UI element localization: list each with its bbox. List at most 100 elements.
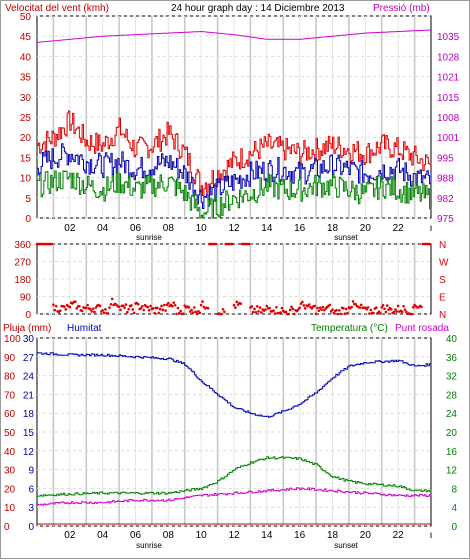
y2-tick-label: 988 bbox=[437, 174, 454, 185]
direction-point bbox=[239, 302, 243, 305]
humidity-tick-label: 21 bbox=[23, 390, 35, 401]
direction-point bbox=[428, 242, 431, 246]
sunrise-label: sunrise bbox=[136, 233, 162, 242]
direction-point bbox=[287, 312, 291, 316]
y2-tick-label: 1001 bbox=[437, 133, 460, 144]
direction-point bbox=[179, 309, 182, 313]
direction-point bbox=[394, 308, 397, 311]
x-tick-label: 04 bbox=[97, 530, 109, 541]
direction-point bbox=[220, 312, 223, 316]
direction-point bbox=[80, 309, 84, 313]
direction-point bbox=[110, 297, 114, 301]
direction-point bbox=[411, 306, 415, 309]
direction-point bbox=[384, 310, 388, 314]
x-tick-label: 08 bbox=[163, 223, 175, 234]
direction-point bbox=[368, 312, 371, 315]
direction-point bbox=[171, 304, 174, 308]
series-pressure bbox=[36, 29, 432, 43]
direction-point bbox=[403, 308, 407, 311]
direction-point bbox=[320, 308, 323, 312]
rain-label: Pluja (mm) bbox=[3, 323, 51, 334]
y-tick-label: 180 bbox=[14, 275, 31, 286]
y-tick-label: 25 bbox=[20, 113, 32, 124]
direction-point bbox=[54, 304, 58, 308]
direction-point bbox=[342, 306, 345, 310]
direction-point bbox=[142, 308, 146, 312]
direction-point bbox=[175, 312, 178, 316]
direction-point bbox=[167, 301, 170, 305]
direction-point bbox=[318, 306, 322, 310]
direction-point bbox=[232, 303, 236, 307]
y-tick-label: 20 bbox=[20, 133, 32, 144]
direction-point bbox=[86, 303, 89, 307]
y2-tick-label: 995 bbox=[437, 153, 454, 164]
direction-point bbox=[332, 311, 336, 315]
rain-tick-label: 30 bbox=[4, 466, 16, 477]
direction-label: W bbox=[439, 258, 449, 269]
temperature-tick-label: 28 bbox=[446, 390, 458, 401]
direction-point bbox=[146, 305, 150, 309]
direction-point bbox=[298, 306, 301, 309]
direction-point bbox=[317, 309, 321, 313]
direction-point bbox=[339, 312, 343, 316]
direction-point bbox=[123, 306, 126, 309]
y-tick-label: 0 bbox=[25, 214, 31, 225]
direction-point bbox=[53, 308, 57, 312]
temperature-tick-label: 8 bbox=[451, 484, 457, 495]
direction-point bbox=[132, 311, 136, 315]
x-tick-label: 18 bbox=[327, 530, 339, 541]
direction-point bbox=[231, 242, 234, 246]
direction-label: N bbox=[439, 310, 446, 321]
direction-point bbox=[147, 308, 151, 312]
direction-point bbox=[235, 300, 239, 304]
direction-point bbox=[117, 305, 121, 309]
direction-point bbox=[250, 305, 254, 308]
direction-point bbox=[374, 306, 378, 309]
direction-point bbox=[268, 306, 271, 310]
direction-point bbox=[149, 304, 152, 308]
direction-point bbox=[158, 307, 162, 311]
rain-tick-label: 0 bbox=[4, 522, 10, 533]
temperature-tick-label: 20 bbox=[446, 428, 458, 439]
temperature-tick-label: 36 bbox=[446, 353, 458, 364]
series-gust bbox=[37, 110, 432, 196]
direction-point bbox=[284, 310, 288, 314]
direction-point bbox=[344, 307, 348, 311]
direction-point bbox=[191, 311, 195, 314]
temperature-tick-label: 4 bbox=[451, 503, 457, 514]
humidity-tick-label: 30 bbox=[23, 334, 35, 345]
direction-point bbox=[383, 307, 386, 311]
direction-point bbox=[351, 300, 355, 303]
direction-point bbox=[161, 308, 165, 312]
direction-point bbox=[379, 312, 382, 315]
direction-point bbox=[89, 307, 92, 311]
direction-point bbox=[381, 303, 385, 307]
direction-point bbox=[121, 304, 125, 308]
direction-point bbox=[130, 304, 133, 307]
x-tick-label: 18 bbox=[327, 223, 339, 234]
humidity-label: Humitat bbox=[67, 323, 102, 334]
direction-point bbox=[101, 309, 104, 312]
y2-tick-label: 1008 bbox=[437, 113, 460, 124]
direction-point bbox=[400, 310, 404, 314]
temperature-tick-label: 0 bbox=[451, 522, 457, 533]
direction-point bbox=[52, 303, 55, 307]
direction-point bbox=[396, 304, 400, 308]
direction-point bbox=[288, 308, 292, 312]
x-tick-label: 02 bbox=[64, 223, 76, 234]
direction-point bbox=[292, 312, 296, 316]
direction-point bbox=[402, 304, 405, 308]
x-tick-label: 06 bbox=[130, 530, 142, 541]
direction-point bbox=[385, 304, 389, 307]
humidity-tick-label: 24 bbox=[23, 372, 35, 383]
direction-point bbox=[198, 311, 202, 315]
direction-point bbox=[316, 306, 319, 310]
direction-point bbox=[194, 310, 197, 314]
x-tick-label: 10 bbox=[196, 530, 208, 541]
direction-point bbox=[214, 242, 218, 246]
direction-point bbox=[314, 312, 318, 316]
humidity-tick-label: 3 bbox=[28, 503, 34, 514]
y2-tick-label: 975 bbox=[437, 214, 454, 225]
y-tick-label: 10 bbox=[20, 174, 32, 185]
direction-point bbox=[106, 312, 110, 315]
